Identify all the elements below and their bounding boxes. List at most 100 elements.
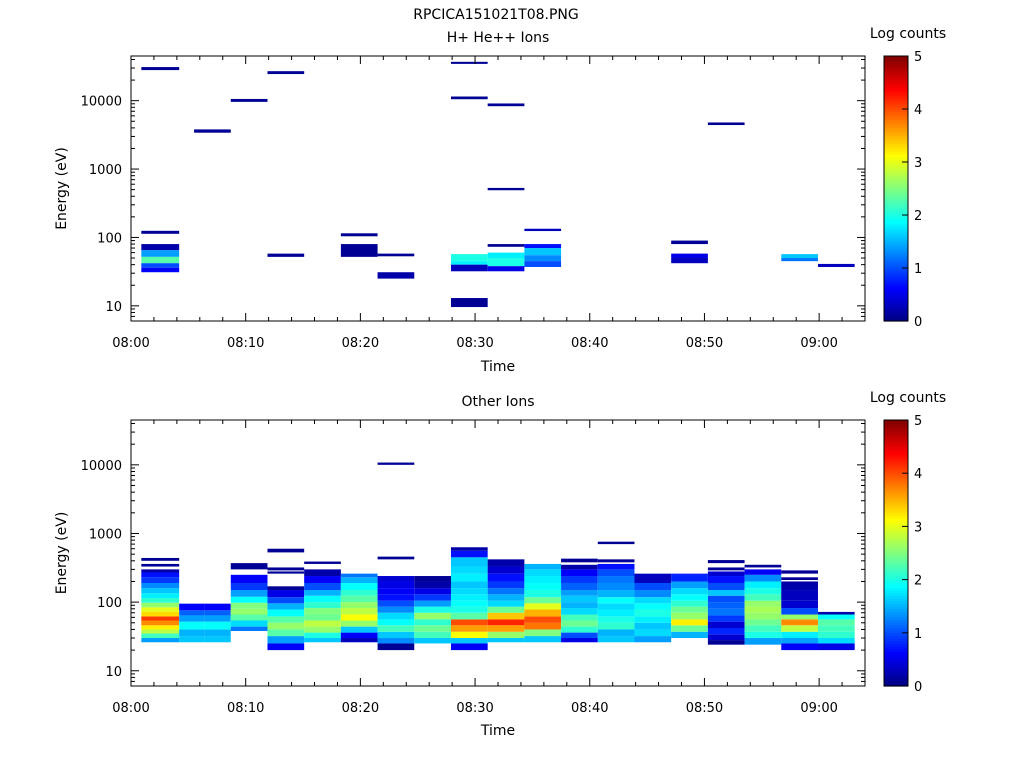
colorbar-segment bbox=[884, 624, 908, 629]
colorbar-segment bbox=[884, 130, 908, 134]
colorbar-segment bbox=[884, 638, 908, 642]
spectrogram-cell bbox=[340, 577, 378, 583]
spectrogram-cell bbox=[561, 595, 598, 603]
spectrogram-cell bbox=[744, 631, 782, 639]
spectrogram-cell bbox=[414, 581, 451, 589]
spectrogram-cell bbox=[524, 244, 562, 249]
spectrogram-cell bbox=[781, 608, 818, 615]
spectrogram-cell bbox=[141, 67, 180, 71]
colorbar-segment bbox=[884, 651, 908, 655]
spectrogram-cell bbox=[179, 629, 205, 637]
colorbar-segment bbox=[884, 499, 908, 504]
spectrogram-cell bbox=[597, 629, 635, 637]
spectrogram-cell bbox=[561, 620, 598, 627]
y-tick-label: 1000 bbox=[89, 163, 122, 178]
colorbar-segment bbox=[884, 140, 908, 145]
colorbar-segment bbox=[884, 209, 908, 213]
spectrogram-cell bbox=[340, 244, 378, 257]
colorbar-segment bbox=[884, 204, 908, 208]
colorbar-segment bbox=[884, 191, 908, 195]
colorbar-segment bbox=[884, 632, 908, 637]
spectrogram-cell bbox=[230, 582, 268, 591]
colorbar-segment bbox=[884, 465, 908, 469]
colorbar-segment bbox=[884, 574, 908, 578]
spectrogram-cell bbox=[204, 621, 231, 630]
spectrogram-cell bbox=[304, 595, 341, 603]
colorbar-segment bbox=[884, 494, 908, 498]
spectrogram-cell bbox=[487, 187, 525, 191]
spectrogram-cell bbox=[267, 636, 305, 644]
colorbar-segment bbox=[884, 265, 908, 269]
spectrogram-cell bbox=[267, 609, 305, 617]
spectrogram-cell bbox=[377, 462, 415, 465]
spectrogram-cell bbox=[340, 620, 378, 627]
spectrogram-cell bbox=[377, 606, 415, 613]
plot-title: Other Ions bbox=[461, 394, 534, 410]
spectrogram-cell bbox=[744, 619, 782, 626]
colorbar-segment bbox=[884, 483, 908, 488]
x-tick-label: 08:50 bbox=[686, 336, 723, 351]
colorbar-segment bbox=[884, 93, 908, 97]
spectrogram-cell bbox=[671, 253, 708, 259]
spectrogram-cell bbox=[141, 569, 180, 573]
spectrogram-cell bbox=[707, 122, 745, 126]
colorbar-segment bbox=[884, 568, 908, 573]
colorbar-segment bbox=[884, 66, 908, 70]
spectrogram-cell bbox=[194, 129, 231, 133]
spectrogram-cell bbox=[487, 600, 525, 607]
spectrogram-cell bbox=[450, 588, 488, 595]
colorbar-segment bbox=[884, 172, 908, 176]
spectrogram-cell bbox=[304, 620, 341, 627]
colorbar-tick-label: 0 bbox=[914, 680, 922, 695]
colorbar-segment bbox=[884, 446, 908, 450]
colorbar-segment bbox=[884, 550, 908, 554]
colorbar-segment bbox=[884, 505, 908, 509]
colorbar-segment bbox=[884, 467, 908, 472]
colorbar-segment bbox=[884, 584, 908, 589]
colorbar-tick-label: 4 bbox=[914, 467, 922, 482]
spectrogram-cell bbox=[561, 626, 598, 633]
spectrogram-cell bbox=[707, 571, 745, 577]
colorbar-segment bbox=[884, 262, 908, 266]
colorbar-segment bbox=[884, 111, 908, 115]
spectrogram-cell bbox=[267, 629, 305, 637]
colorbar-segment bbox=[884, 489, 908, 493]
colorbar-segment bbox=[884, 420, 908, 424]
spectrogram-cell bbox=[487, 638, 525, 643]
colorbar-segment bbox=[884, 449, 908, 453]
colorbar-segment bbox=[884, 422, 908, 426]
spectrogram-cell bbox=[597, 590, 635, 598]
spectrogram-cell bbox=[744, 594, 782, 601]
spectrogram-cell bbox=[304, 582, 341, 591]
colorbar-segment bbox=[884, 127, 908, 131]
spectrogram-cell bbox=[634, 636, 672, 643]
spectrogram-cell bbox=[817, 643, 855, 651]
plot-frame bbox=[130, 419, 866, 687]
spectrogram-cells bbox=[141, 61, 855, 308]
spectrogram-cell bbox=[230, 574, 268, 583]
x-tick-label: 08:00 bbox=[112, 701, 149, 716]
colorbar-segment bbox=[884, 486, 908, 490]
colorbar-segment bbox=[884, 662, 908, 666]
spectrogram-cell bbox=[487, 588, 525, 595]
colorbar-segment bbox=[884, 425, 908, 429]
spectrogram-cell bbox=[597, 603, 635, 610]
x-tick-label: 09:00 bbox=[800, 336, 837, 351]
colorbar-segment bbox=[884, 611, 908, 615]
spectrogram-cell bbox=[377, 600, 415, 607]
spectrogram-cell bbox=[671, 619, 708, 626]
spectrogram-cell bbox=[561, 564, 598, 570]
spectrogram-cell bbox=[179, 636, 205, 643]
spectrogram-cell bbox=[204, 610, 231, 616]
spectrogram-cell bbox=[450, 61, 488, 64]
colorbar-segment bbox=[884, 164, 908, 168]
spectrogram-cell bbox=[340, 638, 378, 643]
spectrogram-cell bbox=[340, 573, 378, 578]
colorbar-segment bbox=[884, 135, 908, 139]
colorbar-segment bbox=[884, 183, 908, 187]
colorbar-segment bbox=[884, 71, 908, 76]
colorbar: 0 1 2 3 4 5 Log counts bbox=[870, 390, 946, 695]
spectrogram-cell bbox=[450, 566, 488, 574]
x-tick-label: 08:50 bbox=[686, 701, 723, 716]
spectrogram-cell bbox=[204, 615, 231, 622]
